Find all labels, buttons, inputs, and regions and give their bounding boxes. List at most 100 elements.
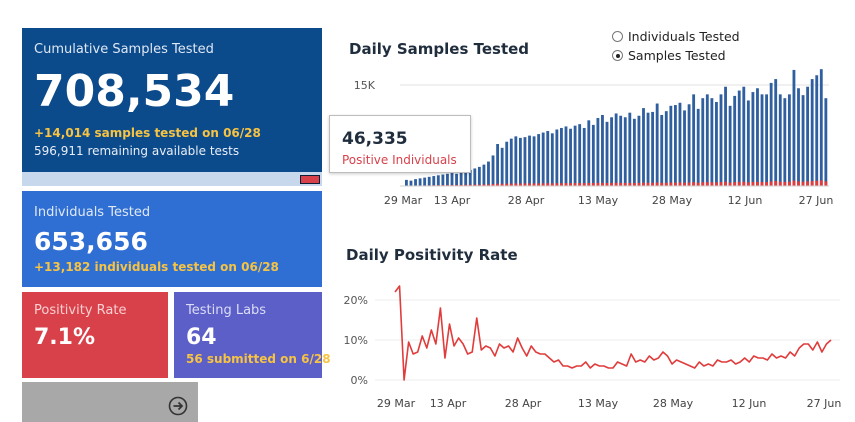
positivity-rate-tile[interactable]: Positivity Rate 7.1% [22, 292, 168, 378]
x-tick-label: 12 Jun [732, 397, 767, 410]
testing-labs-submitted: 56 submitted on 6/28 [186, 352, 331, 366]
bar-positive [646, 182, 650, 186]
bar-samples [450, 173, 454, 186]
bar-samples [487, 161, 490, 186]
x-tick-label: 27 Jun [799, 194, 834, 207]
cumulative-samples-label: Cumulative Samples Tested [34, 42, 214, 57]
bar-positive [578, 183, 582, 186]
bar-samples [514, 136, 518, 186]
bar-samples [491, 155, 495, 186]
bar-positive [692, 182, 696, 186]
x-tick-label: 29 Mar [384, 194, 423, 207]
bar-samples [669, 105, 673, 186]
bar-samples [774, 79, 778, 186]
bar-positive [673, 182, 677, 186]
x-tick-label: 13 May [578, 194, 619, 207]
bar-positive [528, 183, 531, 186]
bar-samples [446, 173, 449, 186]
bar-samples [746, 100, 750, 186]
bar-samples [546, 131, 550, 186]
bar-samples [664, 111, 668, 186]
bar-samples [537, 134, 541, 186]
bar-samples [705, 94, 709, 186]
bar-samples [646, 112, 650, 186]
x-tick-label: 28 May [652, 194, 693, 207]
cumulative-samples-tile[interactable]: Cumulative Samples Tested 708,534 +14,01… [22, 28, 322, 186]
bar-positive [651, 182, 655, 186]
cumulative-samples-daily-change: +14,014 samples tested on 06/28 [34, 126, 261, 140]
bar-samples [673, 105, 677, 186]
individuals-tested-tile[interactable]: Individuals Tested 653,656 +13,182 indiv… [22, 191, 322, 287]
bar-samples [541, 132, 545, 186]
bar-positive [628, 182, 632, 186]
bar-positive [701, 182, 705, 186]
bar-samples [560, 127, 563, 186]
y-tick-label: 0% [351, 374, 368, 387]
bar-samples [477, 166, 481, 186]
legend-option-individuals[interactable]: Individuals Tested [612, 29, 740, 44]
x-tick-label: 12 Jun [728, 194, 763, 207]
x-tick-label: 29 Mar [377, 397, 416, 410]
bar-samples [564, 126, 568, 186]
bar-samples [728, 105, 732, 186]
bar-samples [619, 115, 623, 186]
bar-samples [801, 95, 805, 186]
bar-samples [632, 118, 636, 186]
bar-positive [824, 181, 828, 186]
bar-positive [605, 182, 609, 186]
bar-positive [477, 184, 481, 186]
bar-samples [701, 98, 705, 186]
bar-positive [582, 183, 586, 186]
bar-positive [623, 182, 627, 186]
bar-samples [797, 88, 800, 186]
bar-positive [664, 182, 668, 186]
bar-positive [587, 182, 591, 186]
bar-positive [774, 181, 778, 186]
bar-positive [655, 182, 659, 186]
bar-positive [696, 182, 700, 186]
bar-samples [660, 114, 664, 186]
radio-individuals[interactable] [612, 31, 623, 42]
bar-positive [523, 183, 527, 186]
bar-positive [733, 182, 737, 186]
bar-positive [728, 182, 732, 186]
individuals-tested-value: 653,656 [34, 227, 148, 256]
bar-samples [518, 137, 522, 186]
bar-samples [687, 104, 691, 186]
bar-positive [678, 182, 682, 186]
cumulative-samples-value: 708,534 [34, 66, 235, 117]
bar-positive [787, 181, 791, 186]
legend-label-samples: Samples Tested [628, 48, 726, 63]
testing-labs-value: 64 [186, 325, 217, 350]
bar-samples [468, 169, 472, 186]
bar-positive [778, 181, 782, 186]
bar-positive [760, 182, 764, 186]
bar-samples [806, 86, 810, 186]
bar-samples [651, 111, 655, 186]
bar-samples [733, 95, 737, 186]
bar-positive [546, 183, 550, 186]
next-page-button[interactable] [22, 382, 198, 422]
legend-option-samples[interactable]: Samples Tested [612, 48, 726, 63]
arrow-right-circle-icon[interactable] [168, 396, 188, 416]
bar-positive [591, 183, 595, 186]
bar-positive [482, 184, 486, 186]
bar-samples [528, 135, 531, 186]
bar-samples [737, 90, 741, 186]
testing-labs-tile[interactable]: Testing Labs 64 56 submitted on 6/28 [174, 292, 331, 378]
bar-samples [742, 86, 746, 186]
bar-samples [578, 124, 582, 186]
bar-positive [669, 182, 673, 186]
bar-samples [405, 179, 408, 186]
bar-positive [642, 182, 645, 186]
bar-samples [532, 136, 536, 186]
bar-samples [751, 92, 755, 186]
radio-samples[interactable] [612, 50, 623, 61]
bar-positive [710, 182, 714, 186]
bar-samples [628, 112, 632, 186]
bar-positive [555, 183, 559, 186]
bar-positive [792, 180, 796, 186]
testing-labs-label: Testing Labs [186, 303, 267, 318]
bar-samples [787, 94, 791, 186]
bar-positive [564, 183, 568, 186]
